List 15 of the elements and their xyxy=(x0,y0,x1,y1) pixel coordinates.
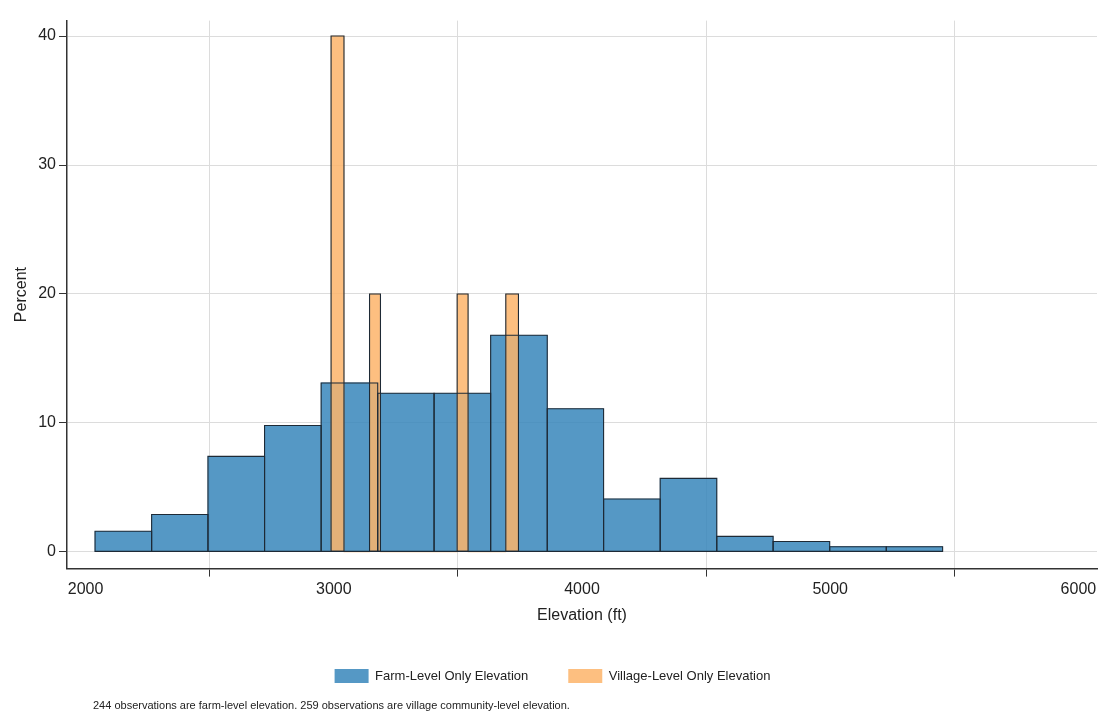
y-tick-label: 40 xyxy=(38,26,57,44)
legend-label: Farm-Level Only Elevation xyxy=(375,667,529,683)
x-axis-title: Elevation (ft) xyxy=(537,605,627,623)
x-tick-label: 5000 xyxy=(812,579,849,597)
legend-label: Village-Level Only Elevation xyxy=(608,667,771,683)
x-tick-label: 2000 xyxy=(67,579,104,597)
x-tick-label: 4000 xyxy=(564,579,600,597)
y-axis-title: Percent xyxy=(12,266,30,323)
y-tick-label: 30 xyxy=(38,155,57,173)
y-tick-label: 10 xyxy=(38,413,57,431)
x-tick-label: 6000 xyxy=(1060,579,1097,597)
text: 244 observations are farm-level elevation. 259 observations are village community-level elevation. xyxy=(93,699,571,711)
y-tick-label: 0 xyxy=(47,542,57,560)
x-tick-label: 3000 xyxy=(316,579,352,597)
y-tick-label: 20 xyxy=(38,284,57,302)
